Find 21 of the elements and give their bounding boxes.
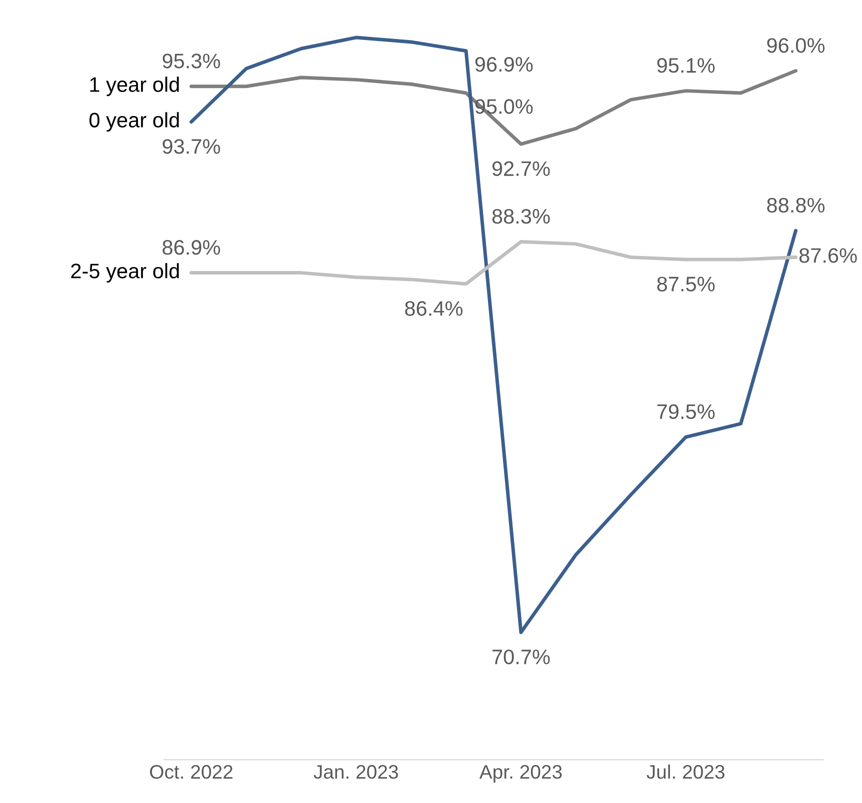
data-label: 96.0% [767,38,825,53]
x-tick-label: Oct. 2022 [150,765,232,779]
data-label: 93.7% [162,139,220,154]
data-label: 70.7% [492,650,550,664]
data-label: 79.5% [657,404,715,420]
data-label: 87.5% [657,276,715,292]
data-label: 88.8% [767,198,825,213]
data-label: 86.4% [405,301,463,316]
x-tick-label: Jul. 2023 [646,764,724,779]
x-tick-label: Apr. 2023 [479,765,562,783]
data-label: 95.3% [162,54,220,68]
series-label: 1 year old [90,76,179,96]
data-label: 92.7% [492,161,550,176]
data-label: 95.1% [657,58,715,73]
series-label: 2-5 year old [71,263,179,283]
data-label: 87.6% [799,248,857,263]
data-label: 86.9% [162,240,220,255]
data-label: 88.3% [492,208,550,224]
data-label: 96.9% [475,56,533,72]
x-tick-label: Jan. 2023 [314,765,398,779]
series-label: 0 year old [89,112,179,132]
